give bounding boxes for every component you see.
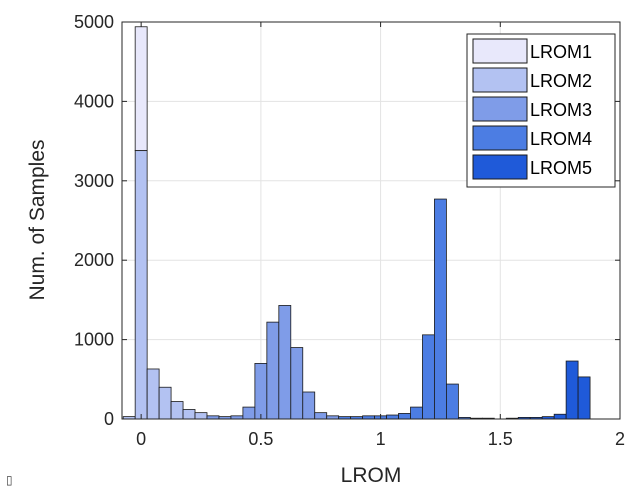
bar-lrom3-8 <box>302 391 316 420</box>
x-tick-label-1: 0.5 <box>248 429 273 449</box>
legend-swatch-lrom3 <box>472 96 528 122</box>
legend-label-lrom1: LROM1 <box>530 42 592 62</box>
x-axis-title: LROM <box>341 464 402 487</box>
bar-lrom3-7 <box>290 347 304 420</box>
bar-lrom4-5 <box>398 413 411 420</box>
y-tick-label-0: 0 <box>104 409 114 429</box>
bar-lrom2-2 <box>146 368 160 420</box>
bar-lrom3-9 <box>314 412 328 420</box>
legend: LROM1 LROM2 LROM3 LROM4 LROM5 <box>466 33 616 188</box>
legend-swatch-lrom1 <box>472 38 528 64</box>
plot-frame <box>121 21 621 420</box>
legend-label-lrom2: LROM2 <box>530 71 592 91</box>
bar-lrom3-4 <box>254 363 268 420</box>
bar-lrom4-7 <box>422 334 435 420</box>
bar-lrom2-5 <box>182 409 196 420</box>
legend-swatch-lrom5 <box>472 154 528 180</box>
legend-label-lrom4: LROM4 <box>530 129 592 149</box>
legend-swatch-lrom2 <box>472 67 528 93</box>
bar-lrom2-4 <box>170 401 184 420</box>
x-axis: 0 0.5 1 1.5 2 <box>136 22 625 449</box>
bar-lrom2-6 <box>194 412 208 420</box>
y-tick-label-1: 1000 <box>74 330 114 350</box>
bar-lrom2-3 <box>158 386 172 420</box>
legend-label-lrom3: LROM3 <box>530 100 592 120</box>
y-tick-label-2: 2000 <box>74 250 114 270</box>
bar-lrom1-0 <box>134 26 148 152</box>
legend-label-lrom5: LROM5 <box>530 158 592 178</box>
bar-lrom4-4 <box>386 414 399 420</box>
bar-lrom5-6 <box>577 376 591 420</box>
bar-lrom2-1 <box>134 150 148 420</box>
bar-lrom3-3 <box>242 406 256 420</box>
bar-lrom4-8 <box>434 198 447 420</box>
x-tick-label-2: 1 <box>376 429 386 449</box>
bar-lrom4-6 <box>410 406 423 420</box>
bar-lrom3-6 <box>278 305 292 420</box>
x-tick-label-0: 0 <box>136 429 146 449</box>
bar-lrom4-9 <box>446 383 459 420</box>
x-tick-label-3: 1.5 <box>488 429 513 449</box>
y-tick-label-5: 5000 <box>74 12 114 32</box>
legend-swatch-lrom4 <box>472 125 528 151</box>
y-tick-label-3: 3000 <box>74 171 114 191</box>
y-axis-title: Num. of Samples <box>26 139 49 300</box>
x-tick-label-4: 2 <box>615 429 625 449</box>
corner-glyph: ▯ <box>6 473 13 487</box>
bar-lrom3-5 <box>266 321 280 420</box>
y-axis: 0 1000 2000 3000 4000 5000 <box>74 12 620 429</box>
bar-lrom5-4 <box>553 413 567 420</box>
bar-lrom5-5 <box>565 360 579 420</box>
y-tick-label-4: 4000 <box>74 91 114 111</box>
